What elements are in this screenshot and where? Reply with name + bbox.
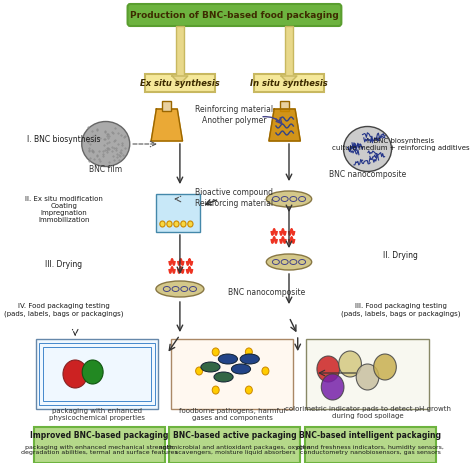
Bar — [43, 347, 151, 401]
Circle shape — [82, 360, 103, 384]
Circle shape — [374, 354, 396, 380]
Text: foodborne pathogens, harmful
gases and components: foodborne pathogens, harmful gases and c… — [179, 407, 285, 420]
Circle shape — [246, 386, 252, 394]
Polygon shape — [151, 110, 182, 142]
Circle shape — [196, 367, 202, 375]
Circle shape — [160, 221, 165, 227]
Circle shape — [246, 348, 252, 356]
Bar — [171, 339, 293, 409]
Text: BNC-based active packaging: BNC-based active packaging — [173, 431, 297, 439]
Bar — [307, 339, 428, 409]
Ellipse shape — [240, 354, 259, 364]
Text: III. Food packaging testing
(pads, labels, bags or packagings): III. Food packaging testing (pads, label… — [341, 303, 460, 316]
Text: Reinforcing material
Another polymer: Reinforcing material Another polymer — [195, 105, 273, 125]
Text: I. BNC biosynthesis
culture medium + reinforcing additives: I. BNC biosynthesis culture medium + rei… — [332, 138, 470, 151]
Text: pH and freshness indicators, humidity sensors,
conductometry nanobiosensors, gas: pH and freshness indicators, humidity se… — [296, 444, 444, 454]
Ellipse shape — [219, 354, 237, 364]
Bar — [280, 102, 289, 112]
Bar — [145, 75, 215, 93]
Bar — [163, 102, 171, 112]
Bar — [169, 427, 301, 463]
Circle shape — [212, 348, 219, 356]
Text: IV. Food packaging testing
(pads, labels, bags or packagings): IV. Food packaging testing (pads, labels… — [4, 303, 124, 316]
Ellipse shape — [201, 362, 220, 372]
Text: BNC nanocomposite: BNC nanocomposite — [228, 288, 305, 297]
Bar — [254, 75, 324, 93]
Text: packaging with enhanced mechanical strength,
degradation abilities, termal and s: packaging with enhanced mechanical stren… — [21, 444, 178, 454]
Ellipse shape — [344, 127, 392, 172]
Bar — [156, 194, 200, 232]
Circle shape — [63, 360, 87, 388]
Text: II. Drying: II. Drying — [383, 250, 418, 259]
Text: colorimetric indicator pads to detect pH growth
during food spoilage: colorimetric indicator pads to detect pH… — [284, 406, 450, 419]
Circle shape — [188, 221, 193, 227]
Bar — [36, 339, 158, 409]
Circle shape — [321, 374, 344, 400]
Text: Bioactive compound
Reinforcing material: Bioactive compound Reinforcing material — [195, 188, 273, 207]
Text: BNC nanocomposite: BNC nanocomposite — [329, 170, 406, 179]
Bar — [34, 427, 165, 463]
Circle shape — [339, 351, 362, 377]
Bar — [305, 427, 436, 463]
Text: Improved BNC-based packaging: Improved BNC-based packaging — [30, 431, 169, 439]
Ellipse shape — [156, 282, 204, 297]
Bar — [175, 27, 184, 77]
Text: III. Drying: III. Drying — [46, 260, 82, 269]
Text: II. Ex situ modification
Coating
Impregnation
Immobilization: II. Ex situ modification Coating Impregn… — [25, 196, 103, 223]
Polygon shape — [172, 77, 188, 85]
Circle shape — [356, 364, 379, 390]
Ellipse shape — [231, 364, 251, 374]
Ellipse shape — [266, 255, 312, 270]
Text: antimicrobial and antioxidant packages, oxygen
scavengers, moisture liquid absor: antimicrobial and antioxidant packages, … — [159, 444, 311, 454]
Text: BNC film: BNC film — [89, 165, 122, 174]
Text: BNC-based intelligent packaging: BNC-based intelligent packaging — [299, 431, 441, 439]
Circle shape — [262, 367, 269, 375]
Circle shape — [317, 356, 339, 382]
Ellipse shape — [214, 372, 233, 382]
Polygon shape — [269, 110, 301, 142]
Text: I. BNC biosynthesis: I. BNC biosynthesis — [27, 135, 100, 144]
Circle shape — [167, 221, 172, 227]
Ellipse shape — [82, 122, 130, 167]
Bar — [284, 27, 293, 77]
Bar — [39, 343, 155, 405]
Polygon shape — [281, 77, 297, 85]
Text: Production of BNC-based food packaging: Production of BNC-based food packaging — [130, 12, 339, 20]
Text: packaging with enhanced
physicochemical properties: packaging with enhanced physicochemical … — [49, 407, 145, 420]
Circle shape — [181, 221, 186, 227]
Ellipse shape — [266, 192, 312, 207]
Circle shape — [174, 221, 179, 227]
Text: In situ synthesis: In situ synthesis — [250, 79, 328, 88]
Text: Ex situ synthesis: Ex situ synthesis — [140, 79, 220, 88]
Circle shape — [212, 386, 219, 394]
FancyBboxPatch shape — [128, 5, 341, 27]
